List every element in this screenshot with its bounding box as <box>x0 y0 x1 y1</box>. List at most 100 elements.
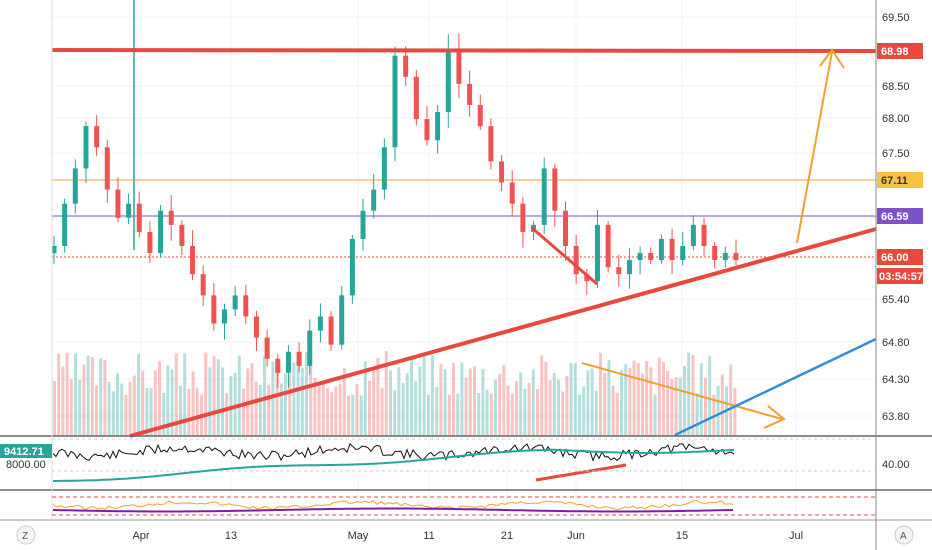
time-axis[interactable]: Apr 13 May 11 21 Jun 15 Jul <box>132 530 803 542</box>
volume-bar <box>405 373 409 436</box>
volume-bar <box>410 358 413 436</box>
volume-bar <box>594 390 598 436</box>
candle-body <box>690 224 696 246</box>
volume-bar <box>330 392 334 436</box>
volume-bar <box>174 353 178 436</box>
orange-down-arrow-line[interactable] <box>581 362 783 420</box>
volume-bar <box>678 377 682 436</box>
bottom-left-z-button[interactable]: Z <box>16 525 36 545</box>
volume-bar <box>153 370 157 436</box>
candle-body <box>456 48 462 84</box>
volume-bar <box>183 353 187 436</box>
volume-bar <box>624 364 628 436</box>
volume-bar <box>708 356 712 436</box>
candle-body <box>211 295 217 324</box>
volume-bar <box>368 380 371 436</box>
volume-bar <box>61 366 65 436</box>
volume-bar <box>137 353 140 436</box>
price-badge <box>877 249 923 265</box>
volume-bar <box>212 356 216 436</box>
candle-body <box>285 351 291 373</box>
volume-bar <box>111 391 115 436</box>
volume-bar <box>468 368 472 436</box>
volume-bar <box>494 379 497 436</box>
candle-body <box>275 358 281 373</box>
price-tick-label: 65.40 <box>882 294 910 306</box>
volume-bar <box>536 389 539 436</box>
volume-bar <box>510 393 514 436</box>
volume-bar <box>166 365 170 436</box>
indicator-1-left-scale-label: 8000.00 <box>6 459 46 471</box>
volume-bar <box>69 379 73 436</box>
volume-bar <box>107 381 111 436</box>
price-badges: 68.98 67.11 66.59 66.00 03:54:57 <box>877 43 923 284</box>
volume-bar <box>300 368 304 436</box>
volume-bar <box>242 388 245 436</box>
price-tick-label: 67.50 <box>882 148 910 160</box>
indicator-2-orange-line <box>52 499 734 511</box>
orange-down-arrow-head <box>763 405 786 429</box>
candle-body <box>72 168 78 204</box>
volume-bar <box>641 373 644 436</box>
candle-body <box>126 203 132 218</box>
countdown-label: 03:54:57 <box>879 271 923 283</box>
candle-body <box>509 182 515 204</box>
indicator-panel-1[interactable] <box>52 438 876 482</box>
volume-bar <box>359 395 363 436</box>
volume-bar <box>573 363 577 436</box>
volume-bar <box>86 355 90 436</box>
volume-bar <box>271 361 275 436</box>
blue-trend-line[interactable] <box>674 337 877 437</box>
volume-bar <box>544 361 548 436</box>
volume-bar <box>460 362 464 436</box>
candle-body <box>445 48 451 113</box>
volume-bar <box>116 373 119 436</box>
indicator-panel-2[interactable] <box>52 496 876 516</box>
trend-drawings[interactable] <box>51 48 877 482</box>
price-badge-label: 67.11 <box>881 175 908 187</box>
volume-bar <box>57 353 61 436</box>
volume-bar <box>221 367 224 436</box>
time-tick-label: 13 <box>225 530 237 542</box>
price-badge <box>877 43 923 59</box>
volume-bar <box>141 370 145 436</box>
time-tick-label: Jun <box>567 530 585 542</box>
candle-body <box>477 104 483 127</box>
bottom-right-auto-button[interactable]: A <box>894 525 914 545</box>
candle-body <box>232 295 238 310</box>
time-tick-label: May <box>348 530 369 542</box>
price-badge-label: 68.98 <box>881 46 909 58</box>
z-button-label: Z <box>22 531 28 542</box>
volume-bar <box>531 369 535 436</box>
volume-bar <box>78 379 82 436</box>
candle-body <box>563 210 568 246</box>
indicator-1-right-scale-label: 40.00 <box>882 459 910 471</box>
candle-body <box>403 55 409 77</box>
volume-bar <box>237 355 241 436</box>
time-tick-label: Jul <box>789 530 803 542</box>
candle-body <box>648 253 654 261</box>
candle-body <box>115 189 121 218</box>
volume-bar <box>548 380 552 436</box>
volume-bar <box>204 352 208 436</box>
volume-bar <box>351 394 355 436</box>
price-tick-label: 64.30 <box>882 374 910 386</box>
may-drop-line[interactable] <box>531 226 598 286</box>
indicator-red-line[interactable] <box>535 463 627 482</box>
volume-bar <box>729 364 733 436</box>
volume-bar <box>435 387 439 436</box>
orange-up-arrow-line[interactable] <box>796 51 833 244</box>
candle-body <box>488 126 494 162</box>
upper-resistance-line[interactable] <box>51 48 877 53</box>
candle-body <box>520 203 526 232</box>
volume-bar <box>95 385 98 436</box>
candle-body <box>328 316 334 345</box>
volume-bar <box>485 389 489 436</box>
price-badge <box>877 208 923 224</box>
rising-support-line[interactable] <box>129 227 877 438</box>
volume-bar <box>561 391 565 436</box>
volume-bar <box>288 373 292 436</box>
volume-bar <box>132 375 136 436</box>
volume-bar <box>515 381 518 436</box>
